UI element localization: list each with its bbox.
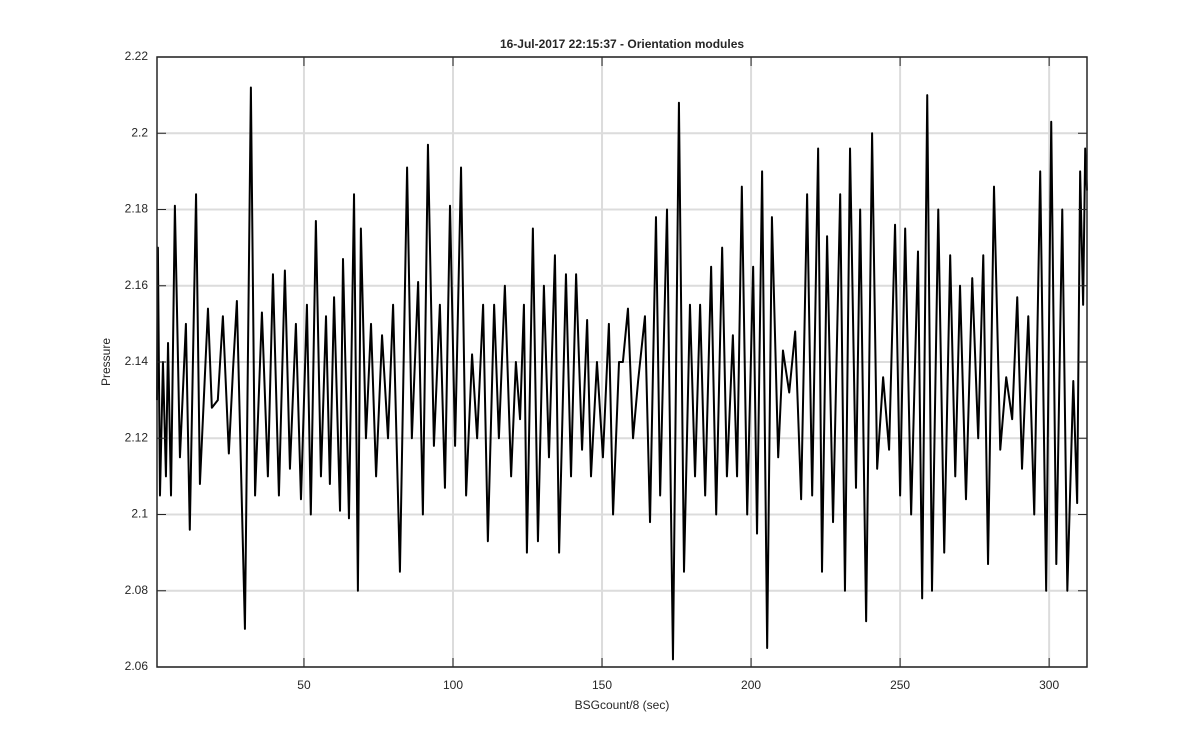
x-tick-label: 250 [890, 678, 910, 692]
y-tick-label: 2.1 [131, 507, 148, 521]
y-tick-label: 2.16 [125, 278, 149, 292]
y-tick-label: 2.22 [125, 49, 149, 63]
data-line [156, 86, 1088, 661]
y-axis-label: Pressure [99, 338, 113, 386]
x-tick-label: 50 [297, 678, 311, 692]
y-tick-label: 2.14 [125, 354, 149, 368]
y-tick-label: 2.08 [125, 583, 149, 597]
y-tick-label: 2.2 [131, 125, 148, 139]
y-tick-label: 2.18 [125, 202, 149, 216]
ticks: 50 100 150 200 250 300 2.06 2.08 2.1 2.12 2.14 2.16… [125, 49, 1087, 692]
y-tick-label: 2.12 [125, 430, 149, 444]
x-tick-label: 150 [592, 678, 612, 692]
data [156, 86, 1088, 661]
x-axis-label: BSGcount/8 (sec) [575, 698, 670, 712]
x-tick-label: 100 [443, 678, 463, 692]
x-tick-label: 300 [1039, 678, 1059, 692]
y-tick-label: 2.06 [125, 659, 149, 673]
chart-title: 16-Jul-2017 22:15:37 - Orientation modul… [500, 37, 744, 51]
x-tick-label: 200 [741, 678, 761, 692]
